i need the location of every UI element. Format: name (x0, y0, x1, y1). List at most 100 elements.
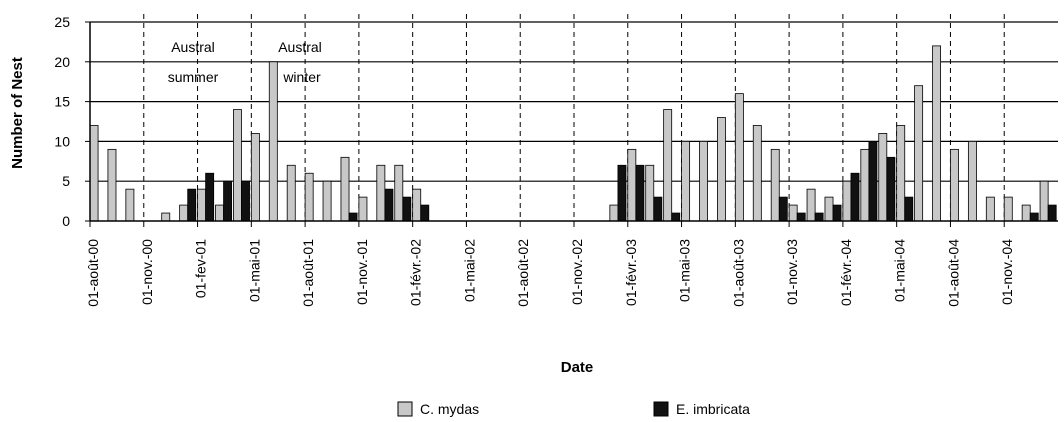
bar-c-mydas-47 (932, 45, 941, 222)
y-tick-labels: 0 5 10 15 20 25 (54, 14, 90, 229)
bar-c-mydas-31 (645, 164, 655, 222)
y-tick-label-5: 5 (62, 173, 70, 189)
bar-c-mydas-8 (233, 109, 242, 222)
x-tick-label-3: 01-mai-01 (246, 239, 262, 302)
y-tick-label-0: 0 (62, 213, 70, 229)
bar-e-imbricata-14 (348, 212, 358, 222)
bar-e-imbricata-16 (384, 188, 394, 222)
bar-e-imbricata-5 (187, 188, 197, 222)
x-tick-label-1: 01-nov.-00 (139, 239, 155, 305)
bar-e-imbricata-52 (1029, 212, 1039, 222)
annotation-summer-line1: Austral (171, 39, 215, 55)
x-tick-label-14: 01-févr.-04 (838, 239, 854, 306)
bar-c-mydas-13 (322, 180, 332, 222)
bar-e-imbricata-38 (778, 196, 788, 222)
bar-e-imbricata-43 (868, 140, 878, 222)
bar-e-imbricata-30 (635, 164, 645, 222)
bar-c-mydas-46 (914, 85, 924, 222)
bar-c-mydas-29 (609, 204, 619, 222)
bar-c-mydas-50 (985, 196, 995, 222)
annotation-winter-line2: winter (282, 69, 321, 85)
bar-c-mydas-35 (717, 117, 726, 222)
y-tick-label-15: 15 (54, 94, 70, 110)
x-tick-label-2: 01-fev-01 (193, 239, 209, 298)
bar-c-mydas-14 (340, 156, 350, 222)
bar-c-mydas-37 (752, 125, 762, 222)
bar-c-mydas-18 (412, 188, 422, 222)
legend-swatch-c-mydas (397, 401, 413, 417)
x-tick-label-0: 01-août-00 (85, 239, 101, 307)
bar-e-imbricata-6 (205, 172, 215, 222)
bars (89, 45, 1057, 222)
x-tick-labels: 01-août-00 01-nov.-00 01-fev-01 01-mai-01 01… (85, 221, 1015, 307)
x-tick-label-7: 01-mai-02 (461, 239, 477, 302)
bar-c-mydas-42 (842, 180, 852, 222)
bar-c-mydas-44 (878, 133, 888, 222)
bar-e-imbricata-17 (402, 196, 412, 222)
bar-c-mydas-17 (394, 164, 404, 222)
bar-c-mydas-0 (89, 125, 99, 222)
bar-e-imbricata-41 (832, 204, 842, 222)
bar-c-mydas-7 (215, 204, 224, 222)
bar-c-mydas-11 (286, 164, 296, 222)
x-tick-label-17: 01-nov.-04 (999, 239, 1015, 305)
x-tick-label-11: 01-mai-03 (677, 239, 693, 302)
x-tick-label-16: 01-août-04 (945, 239, 961, 307)
x-tick-label-10: 01-févr.-03 (623, 239, 639, 306)
bar-e-imbricata-18 (420, 204, 430, 222)
bar-c-mydas-16 (376, 164, 386, 222)
bar-c-mydas-10 (268, 61, 278, 222)
bar-c-mydas-40 (806, 188, 816, 222)
x-tick-label-8: 01-août-02 (515, 239, 531, 307)
bar-c-mydas-49 (967, 140, 977, 222)
x-tick-label-4: 01-août-01 (300, 239, 316, 307)
bar-c-mydas-4 (161, 212, 171, 222)
bar-c-mydas-32 (663, 109, 673, 222)
bar-e-imbricata-42 (850, 172, 860, 222)
bar-c-mydas-43 (860, 148, 870, 222)
x-tick-label-6: 01-févr.-02 (408, 239, 424, 306)
y-tick-label-25: 25 (54, 14, 70, 30)
x-tick-label-12: 01-août-03 (730, 239, 746, 307)
x-axis-title: Date (561, 359, 594, 376)
annotation-austral-summer: Austral summer (168, 39, 219, 85)
annotation-austral-winter: Austral winter (278, 39, 322, 85)
bar-c-mydas-52 (1021, 204, 1031, 222)
y-tick-label-10: 10 (54, 133, 70, 149)
bar-e-imbricata-8 (241, 180, 250, 222)
bar-c-mydas-41 (824, 196, 834, 222)
bar-c-mydas-5 (179, 204, 189, 222)
bar-e-imbricata-53 (1047, 204, 1057, 222)
bar-c-mydas-53 (1039, 180, 1049, 222)
bar-c-mydas-6 (197, 188, 207, 222)
bar-e-imbricata-32 (671, 212, 681, 222)
bar-c-mydas-30 (627, 148, 637, 222)
legend-label-c-mydas: C. mydas (420, 401, 479, 417)
legend: C. mydas E. imbricata (397, 401, 750, 417)
bar-c-mydas-45 (896, 125, 906, 222)
bar-c-mydas-38 (770, 148, 780, 222)
bar-c-mydas-12 (304, 172, 314, 222)
bar-c-mydas-51 (1003, 196, 1013, 222)
y-axis-title: Number of Nest (9, 57, 26, 169)
bar-c-mydas-34 (699, 140, 708, 222)
x-tick-label-5: 01-nov.-01 (354, 239, 370, 305)
bar-e-imbricata-7 (223, 180, 233, 222)
bar-e-imbricata-29 (617, 164, 627, 222)
bar-c-mydas-1 (107, 148, 117, 222)
bar-e-imbricata-44 (886, 156, 896, 222)
bar-e-imbricata-31 (653, 196, 663, 222)
bar-c-mydas-2 (125, 188, 135, 222)
y-tick-label-20: 20 (54, 54, 70, 70)
bar-c-mydas-39 (788, 204, 798, 222)
legend-label-e-imbricata: E. imbricata (676, 401, 750, 417)
annotation-summer-line2: summer (168, 69, 219, 85)
bar-c-mydas-15 (358, 196, 368, 222)
bar-e-imbricata-40 (814, 212, 824, 222)
legend-swatch-e-imbricata (653, 401, 669, 417)
bar-c-mydas-9 (250, 133, 260, 222)
annotation-winter-line1: Austral (278, 39, 322, 55)
x-tick-label-15: 01-mai-04 (892, 239, 908, 302)
x-tick-label-13: 01-nov.-03 (784, 239, 800, 305)
